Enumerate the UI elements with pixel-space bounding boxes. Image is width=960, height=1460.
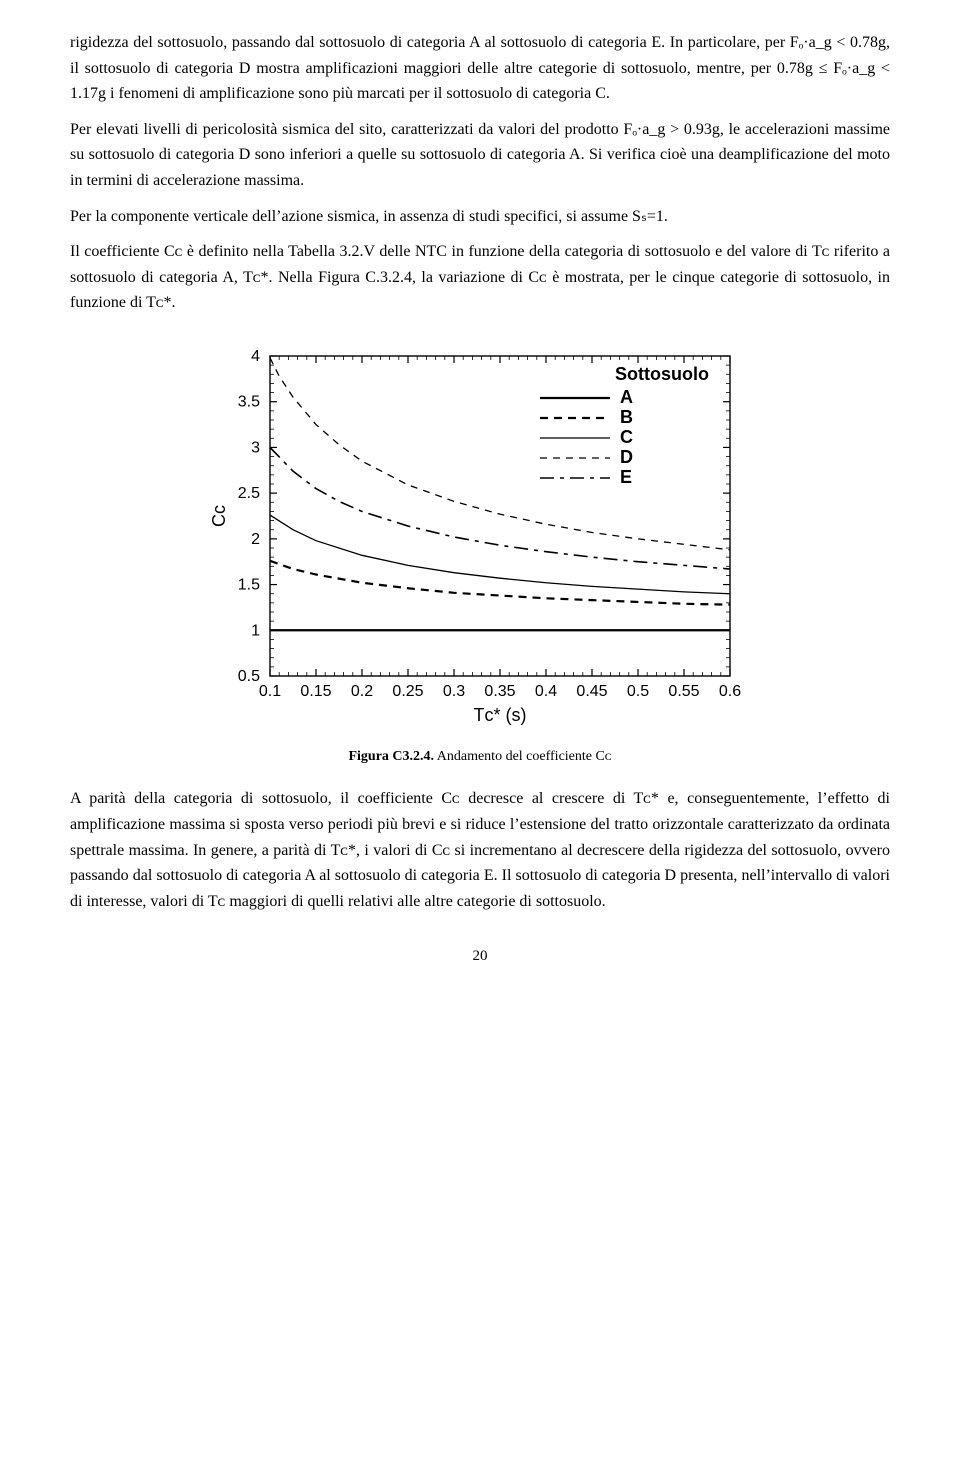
page-number: 20 xyxy=(70,944,890,968)
body-paragraph: Per elevati livelli di pericolosità sism… xyxy=(70,117,890,194)
svg-text:0.15: 0.15 xyxy=(300,683,331,700)
svg-text:B: B xyxy=(620,407,633,427)
body-paragraph: A parità della categoria di sottosuolo, … xyxy=(70,786,890,914)
svg-text:4: 4 xyxy=(251,348,260,365)
body-paragraph: rigidezza del sottosuolo, passando dal s… xyxy=(70,30,890,107)
chart-container: 0.1 0.15 0.2 0.25 0.3 0.35 0.4 0.45 0.5 0.55 0.6 0.… xyxy=(70,336,890,736)
svg-text:0.3: 0.3 xyxy=(443,683,465,700)
body-paragraph: Per la componente verticale dell’azione … xyxy=(70,204,890,230)
svg-text:3.5: 3.5 xyxy=(238,394,260,411)
svg-text:C: C xyxy=(620,427,633,447)
svg-text:0.5: 0.5 xyxy=(627,683,649,700)
body-paragraph: Il coefficiente Cᴄ è definito nella Tabe… xyxy=(70,239,890,316)
svg-text:Sottosuolo: Sottosuolo xyxy=(615,364,709,384)
svg-text:0.1: 0.1 xyxy=(259,683,281,700)
svg-text:0.6: 0.6 xyxy=(719,683,741,700)
svg-text:0.2: 0.2 xyxy=(351,683,373,700)
cc-vs-tc-chart: 0.1 0.15 0.2 0.25 0.3 0.35 0.4 0.45 0.5 0.55 0.6 0.… xyxy=(200,336,760,736)
svg-text:0.35: 0.35 xyxy=(484,683,515,700)
figure-caption-number: Figura C3.2.4. xyxy=(348,749,434,764)
svg-text:A: A xyxy=(620,387,633,407)
svg-text:0.5: 0.5 xyxy=(238,668,260,685)
svg-text:D: D xyxy=(620,447,633,467)
svg-text:3: 3 xyxy=(251,439,260,456)
svg-text:Tᴄ* (s): Tᴄ* (s) xyxy=(474,705,527,725)
figure-caption: Figura C3.2.4. Andamento del coefficient… xyxy=(70,746,890,768)
svg-text:2: 2 xyxy=(251,531,260,548)
figure-caption-text: Andamento del coefficiente Cᴄ xyxy=(434,749,612,764)
svg-text:Cᴄ: Cᴄ xyxy=(209,505,229,527)
svg-text:1: 1 xyxy=(251,622,260,639)
svg-text:1.5: 1.5 xyxy=(238,577,260,594)
svg-text:0.55: 0.55 xyxy=(668,683,699,700)
svg-text:0.25: 0.25 xyxy=(392,683,423,700)
svg-text:E: E xyxy=(620,467,632,487)
svg-text:0.4: 0.4 xyxy=(535,683,557,700)
svg-text:2.5: 2.5 xyxy=(238,485,260,502)
svg-text:0.45: 0.45 xyxy=(576,683,607,700)
